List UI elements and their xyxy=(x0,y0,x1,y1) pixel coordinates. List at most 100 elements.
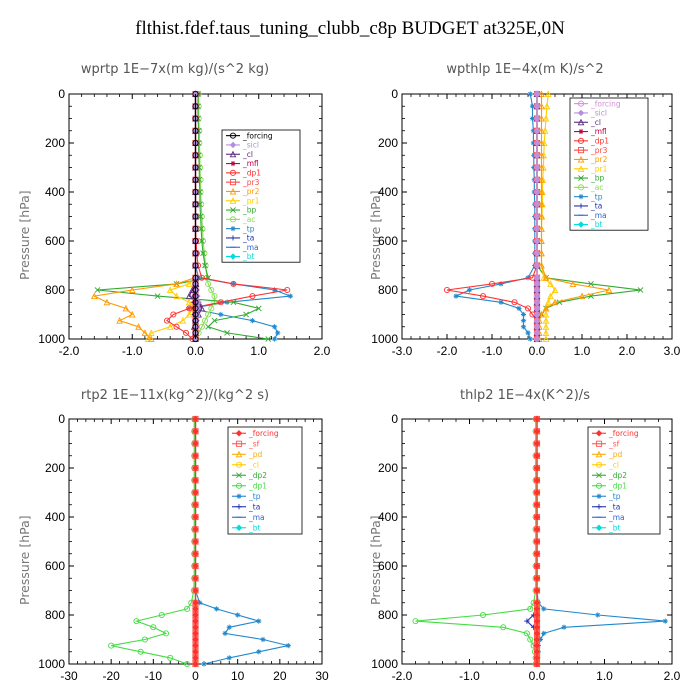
legend-swatch-marker xyxy=(236,493,242,499)
legend-item: _sicl xyxy=(226,141,259,150)
x-tick-label: 1.0 xyxy=(574,344,591,358)
axes: -2.0 -1.0 0.0 1.0 2.0 0 200 400 600 800 1000 xyxy=(38,87,330,358)
data-point xyxy=(533,280,541,287)
series-line xyxy=(196,94,216,340)
data-point xyxy=(108,642,115,649)
x-tick-label: 2.0 xyxy=(619,344,636,358)
data-point xyxy=(192,526,199,533)
data-point xyxy=(218,311,224,318)
legend-item: _mfl xyxy=(226,159,259,168)
data-point xyxy=(192,201,199,208)
data-point xyxy=(224,329,231,336)
chart-panel-wpthlp: wpthlp 1E−4x(m K)/s^2 Pressure [hPa] -3.… xyxy=(350,50,700,375)
data-point xyxy=(192,538,199,545)
data-point xyxy=(527,636,534,643)
chart-title: rtp2 1E−11x(kg^2)/(kg^2 s) xyxy=(80,388,270,403)
data-point xyxy=(192,654,199,662)
legend-item: _cl xyxy=(574,118,601,127)
legend-label: _cl xyxy=(242,150,253,159)
data-point xyxy=(662,618,668,624)
legend-label: _ta xyxy=(590,202,602,211)
legend-label: _ta xyxy=(248,502,260,511)
legend-item: _dp2 xyxy=(232,471,267,480)
legend-swatch-marker xyxy=(595,430,603,437)
data-point xyxy=(205,280,212,287)
y-tick-label: 600 xyxy=(378,234,398,248)
legend-label: _sf xyxy=(608,439,620,448)
data-point xyxy=(226,655,232,661)
legend-swatch-marker xyxy=(230,226,236,232)
data-point xyxy=(192,587,199,594)
legend-item: _dp1 xyxy=(232,481,267,490)
data-point xyxy=(479,611,487,619)
data-point xyxy=(533,139,541,147)
legend-swatch-marker xyxy=(595,482,603,489)
data-point xyxy=(533,274,541,281)
data-point xyxy=(595,612,601,618)
data-point xyxy=(122,304,130,312)
data-point xyxy=(533,225,541,232)
data-point xyxy=(533,599,541,606)
data-point xyxy=(527,91,533,97)
y-tick-label: 800 xyxy=(378,283,398,297)
legend-label: _pr2 xyxy=(590,155,608,164)
y-tick-label: 200 xyxy=(378,461,398,475)
data-point xyxy=(533,317,541,324)
data-point xyxy=(533,513,541,521)
chart-plot-thlp2: -2.0 -1.0 0.0 1.0 2.0 0 200 400 600 800 1000 _forci… xyxy=(371,412,680,683)
x-tick-label: -1.0 xyxy=(459,669,480,683)
data-point xyxy=(192,286,199,294)
data-point xyxy=(167,654,174,661)
legend-item: _pr3 xyxy=(226,178,260,187)
legend-label: _cl xyxy=(590,118,601,127)
legend-item: _mfl xyxy=(574,127,607,136)
data-point xyxy=(192,317,199,324)
legend-item: _ta xyxy=(226,234,254,243)
data-point xyxy=(202,262,208,269)
data-point xyxy=(192,599,199,606)
data-point xyxy=(192,225,199,232)
axes: -30 -20 -10 0 10 20 30 0 200 400 600 800 1000 xyxy=(38,412,329,683)
data-point xyxy=(256,649,262,655)
data-point xyxy=(533,440,541,447)
x-tick-label: 20 xyxy=(273,669,287,683)
legend-swatch-marker xyxy=(229,197,237,204)
legend-label: _tp xyxy=(590,192,603,201)
data-point xyxy=(533,299,541,306)
data-point xyxy=(90,292,98,300)
y-tick-label: 400 xyxy=(45,185,65,199)
data-point xyxy=(192,452,199,459)
legend-item: _tp xyxy=(592,492,621,501)
data-point xyxy=(116,317,123,324)
chart-panel-rtp2: rtp2 1E−11x(kg^2)/(kg^2 s) Pressure [hPa… xyxy=(0,375,350,700)
data-point xyxy=(520,311,527,318)
data-point xyxy=(192,305,199,312)
data-point xyxy=(524,618,530,624)
data-point xyxy=(578,292,586,300)
legend-label: _forcing xyxy=(608,429,639,438)
legend-label: _dp1 xyxy=(248,481,267,490)
data-point xyxy=(197,213,204,220)
data-point xyxy=(141,329,149,336)
legend-label: _sf xyxy=(248,439,260,448)
y-tick-label: 800 xyxy=(378,608,398,622)
data-point xyxy=(211,299,218,306)
legend-label: _tp xyxy=(242,224,255,233)
data-point xyxy=(192,642,199,649)
data-point xyxy=(192,293,199,300)
data-point xyxy=(192,335,199,343)
data-point xyxy=(525,275,531,281)
legend-item: _bp xyxy=(574,174,605,183)
data-point xyxy=(569,280,577,287)
legend: _forcing_sf _pd_cl _dp2_dp1 _tp_ta _ma_bt xyxy=(227,426,303,535)
data-point xyxy=(192,624,199,631)
legend-box xyxy=(569,97,649,231)
legend-swatch-marker xyxy=(577,109,585,117)
data-point xyxy=(511,299,518,306)
data-point xyxy=(466,287,473,293)
data-point xyxy=(527,336,533,342)
data-point xyxy=(533,90,541,98)
legend-label: _pr3 xyxy=(242,178,260,187)
data-point xyxy=(179,317,187,324)
data-point xyxy=(103,298,111,306)
